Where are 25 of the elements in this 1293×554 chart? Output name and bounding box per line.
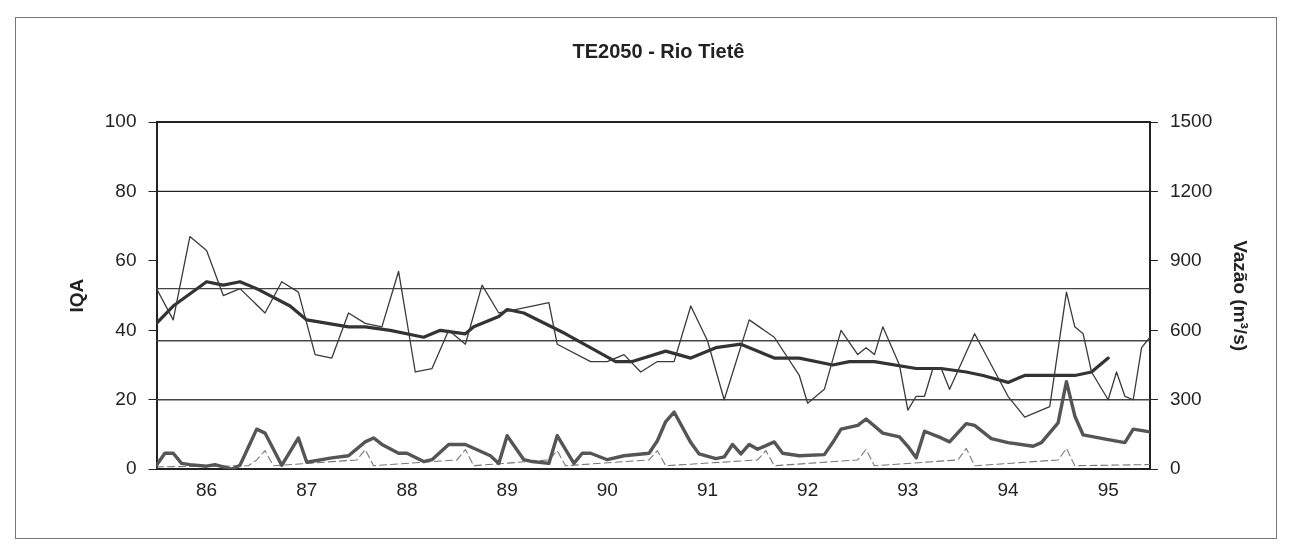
x-tick-label: 93 — [897, 478, 919, 500]
x-tick-label: 86 — [196, 478, 218, 500]
y2-tick-label: 900 — [1169, 249, 1202, 271]
y2-tick-label: 0 — [1169, 457, 1181, 479]
y2-axis-title: Vazão (m³/s) — [1230, 240, 1252, 352]
y-tick-label: 100 — [104, 110, 137, 132]
y-tick-label: 60 — [115, 249, 137, 271]
x-tick-label: 92 — [797, 478, 819, 500]
x-tick-label: 95 — [1097, 478, 1119, 500]
chart-title: TE2050 - Rio Tietê — [572, 39, 745, 62]
y-axis-title: IQA — [65, 278, 87, 313]
y2-tick-label: 1500 — [1169, 110, 1213, 132]
x-tick-label: 87 — [296, 478, 318, 500]
x-tick-label: 88 — [396, 478, 418, 500]
y2-tick-label: 1200 — [1169, 179, 1213, 201]
y-tick-label: 0 — [125, 457, 137, 479]
x-tick-label: 90 — [596, 478, 618, 500]
y-tick-label: 80 — [115, 179, 137, 201]
y-tick-label: 40 — [115, 318, 137, 340]
x-tick-label: 94 — [997, 478, 1020, 500]
x-tick-label: 89 — [496, 478, 518, 500]
y2-tick-label: 300 — [1169, 387, 1202, 409]
y2-tick-label: 600 — [1169, 318, 1202, 340]
x-tick-label: 91 — [696, 478, 719, 500]
y-tick-label: 20 — [115, 387, 137, 409]
